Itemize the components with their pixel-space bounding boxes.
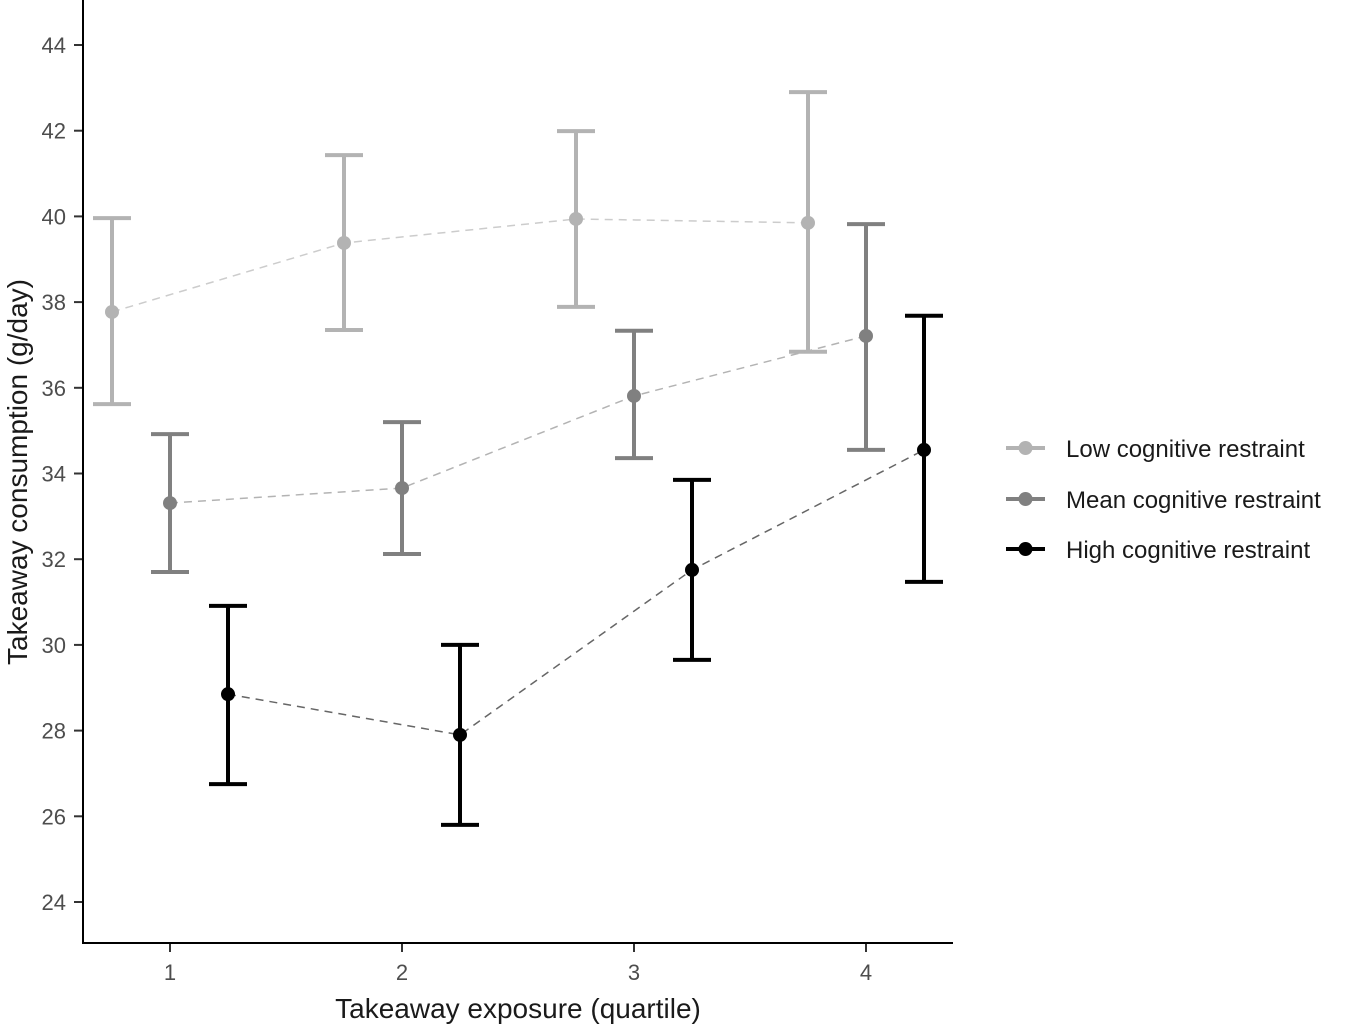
series-low xyxy=(93,90,827,407)
data-point xyxy=(859,328,873,343)
data-point xyxy=(801,215,815,230)
data-point xyxy=(221,687,235,702)
y-tick-label: 26 xyxy=(42,804,66,829)
data-point xyxy=(569,211,583,226)
legend-item: Low cognitive restraint xyxy=(1006,436,1305,463)
y-tick-label: 44 xyxy=(42,33,66,58)
legend-item: Mean cognitive restraint xyxy=(1006,487,1321,514)
x-axis-ticks: 1 2 3 4 xyxy=(164,943,872,985)
series-high xyxy=(209,313,943,827)
y-tick-label: 28 xyxy=(42,719,66,744)
data-point xyxy=(627,388,641,403)
x-tick-label: 1 xyxy=(164,960,176,985)
legend-key-point xyxy=(1018,441,1033,455)
legend-label: Mean cognitive restraint xyxy=(1066,487,1321,514)
legend-item: High cognitive restraint xyxy=(1006,537,1310,564)
x-tick-label: 2 xyxy=(396,960,408,985)
data-point xyxy=(685,562,699,577)
y-tick-label: 30 xyxy=(42,633,66,658)
legend-label: Low cognitive restraint xyxy=(1066,436,1305,463)
legend-key-point xyxy=(1018,542,1033,556)
legend-key-point xyxy=(1018,492,1033,506)
data-point xyxy=(163,496,177,511)
data-point xyxy=(453,727,467,742)
y-tick-label: 42 xyxy=(42,119,66,144)
y-tick-label: 40 xyxy=(42,204,66,229)
y-tick-label: 34 xyxy=(42,462,66,487)
y-tick-label: 36 xyxy=(42,376,66,401)
trend-line xyxy=(169,335,867,504)
y-tick-label: 38 xyxy=(42,290,66,315)
y-tick-label: 32 xyxy=(42,547,66,572)
legend-label: High cognitive restraint xyxy=(1066,537,1310,564)
plot-area xyxy=(93,90,943,827)
y-axis-title: Takeaway consumption (g/day) xyxy=(2,279,33,665)
data-point xyxy=(917,442,931,457)
x-tick-label: 3 xyxy=(628,960,640,985)
y-axis-ticks: 24 26 28 30 32 34 36 38 40 42 44 xyxy=(42,33,83,915)
trend-line xyxy=(111,218,809,313)
trend-line xyxy=(227,449,925,736)
x-axis-title: Takeaway exposure (quartile) xyxy=(335,993,701,1024)
series-mean xyxy=(151,222,885,575)
data-point xyxy=(337,235,351,250)
data-point xyxy=(105,304,119,319)
data-point xyxy=(395,481,409,496)
legend: Low cognitive restraint Mean cognitive re… xyxy=(1006,436,1321,564)
y-tick-label: 24 xyxy=(42,890,66,915)
x-tick-label: 4 xyxy=(860,960,872,985)
